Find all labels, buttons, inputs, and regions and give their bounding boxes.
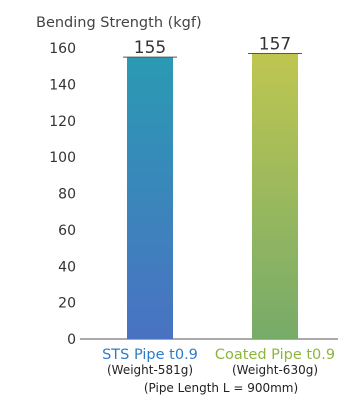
footnote: (Pipe Length L = 900mm) (144, 381, 298, 395)
chart-title: Bending Strength (kgf) (36, 15, 202, 31)
y-tick-label: 20 (58, 296, 76, 312)
data-labels: 155 157 (134, 34, 291, 58)
y-tick-label: 60 (58, 223, 76, 239)
y-axis-ticks: 0 20 40 60 80 100 120 140 160 (49, 41, 76, 348)
category-labels: STS Pipe t0.9(Weight-581g) Coated Pipe t0… (102, 347, 335, 377)
y-tick-label: 100 (49, 150, 76, 166)
y-tick-label: 40 (58, 259, 76, 275)
data-label: 157 (259, 34, 291, 54)
bar (127, 57, 173, 339)
y-tick-label: 80 (58, 187, 76, 203)
category-label: Coated Pipe t0.9 (215, 347, 335, 363)
category-label: STS Pipe t0.9 (102, 347, 198, 363)
y-tick-label: 160 (49, 41, 76, 57)
y-tick-label: 0 (67, 332, 76, 348)
bars (123, 52, 302, 340)
bar (252, 53, 298, 340)
y-tick-label: 120 (49, 114, 76, 130)
category-note: (Weight-630g) (232, 363, 318, 377)
category-note: (Weight-581g) (107, 363, 193, 377)
data-label: 155 (134, 38, 166, 58)
y-tick-label: 140 (49, 77, 76, 93)
